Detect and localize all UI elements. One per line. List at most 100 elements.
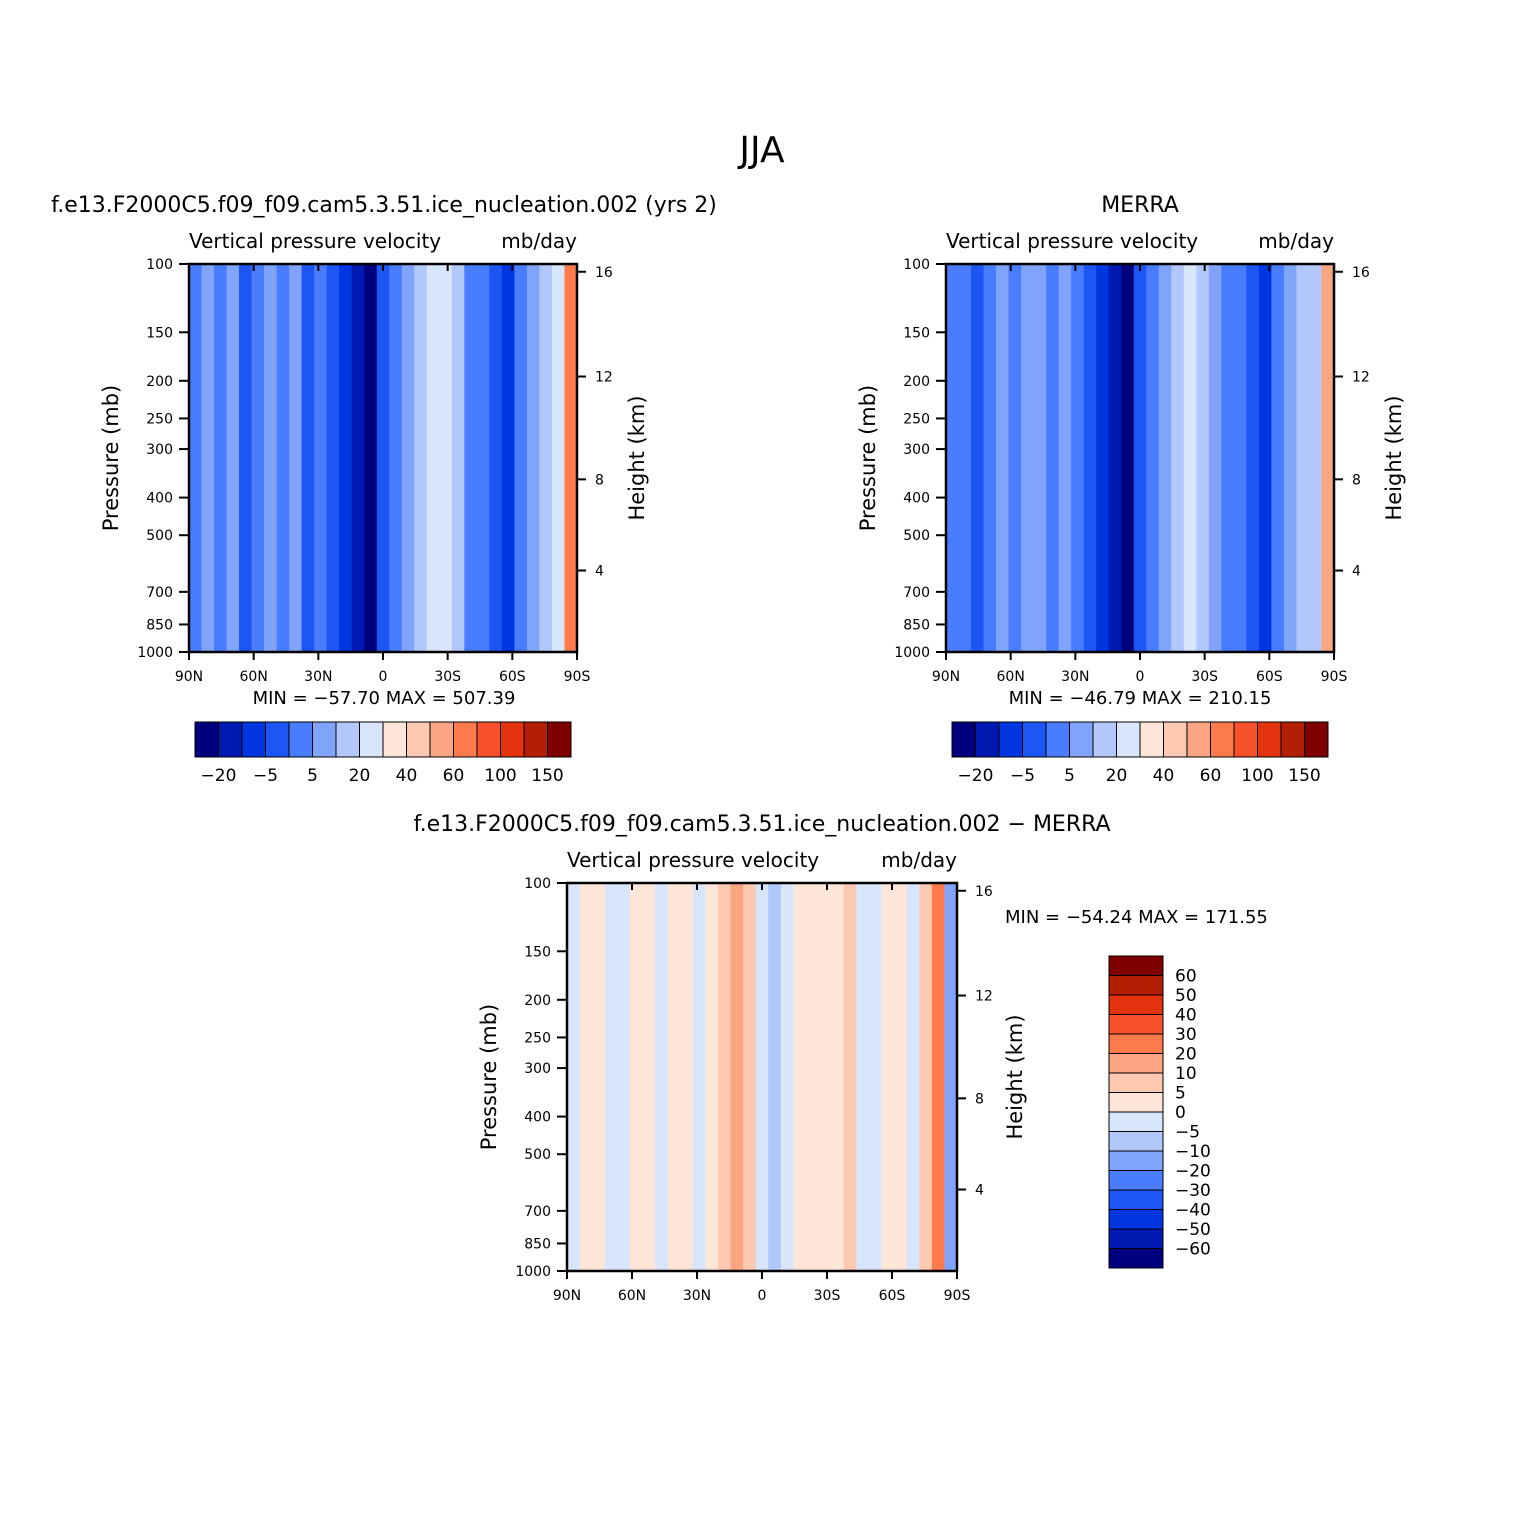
colorbar-box [288, 721, 313, 758]
heatmap-column [856, 883, 870, 1271]
panel-model: f.e13.F2000C5.f09_f09.cam5.3.51.ice_nucl… [51, 193, 717, 786]
colorbar-box [429, 721, 454, 758]
colorbar-label: 60 [1200, 766, 1222, 786]
colorbar-label: 5 [307, 766, 318, 786]
colorbar-label: −5 [1175, 1123, 1200, 1143]
y-tick-label: 500 [146, 528, 173, 544]
colorbar-label: −5 [253, 766, 278, 786]
colorbar-label: 100 [484, 766, 516, 786]
x-tick-label: 60N [618, 1288, 646, 1304]
y-tick-label: 200 [524, 993, 551, 1009]
heatmap-column [642, 883, 656, 1271]
heatmap-column [439, 264, 453, 652]
colorbar-box [406, 721, 431, 758]
heatmap-column [1246, 264, 1260, 652]
heatmap-column [667, 883, 681, 1271]
heatmap-column [301, 264, 315, 652]
x-ticks: 90N 60N 30N 0 30S 60S 90S [553, 883, 971, 1304]
y-tick-label: 500 [524, 1147, 551, 1163]
colorbar-box [1108, 1072, 1164, 1093]
x-tick-label: 90S [1321, 669, 1348, 685]
colorbar-label: −40 [1175, 1201, 1211, 1221]
heatmap-column [692, 883, 706, 1271]
colorbar-box [265, 721, 290, 758]
y2-tick-label: 12 [975, 989, 993, 1005]
plot-area [187, 262, 579, 654]
heatmap-column [1108, 264, 1122, 652]
colorbar-box [382, 721, 407, 758]
heatmap-column [1158, 264, 1172, 652]
heatmap-column [326, 264, 340, 652]
min-max-stats: MIN = −54.24 MAX = 171.55 [1005, 907, 1268, 928]
heatmap-column [680, 883, 694, 1271]
y-tick-label: 250 [146, 411, 173, 427]
heatmap-column [730, 883, 744, 1271]
heatmap-column [476, 264, 490, 652]
heatmap-column [567, 883, 581, 1271]
heatmap-column [214, 264, 228, 652]
colorbar-box [1108, 1033, 1164, 1054]
heatmap-column [1283, 264, 1298, 652]
y-tick-label: 1000 [894, 645, 930, 661]
x-tick-label: 30N [1061, 669, 1089, 685]
heatmap-column [831, 883, 845, 1271]
colorbar-label: −30 [1175, 1181, 1211, 1201]
colorbar-box [1108, 1248, 1164, 1269]
y-tick-label: 300 [903, 442, 930, 458]
colorbar-box [547, 721, 572, 758]
y-tick-label: 200 [146, 374, 173, 390]
colorbar-label: 5 [1064, 766, 1075, 786]
heatmap-column [1196, 264, 1210, 652]
colorbar-box [194, 721, 219, 758]
heatmap-column [705, 883, 719, 1271]
x-ticks: 90N 60N 30N 0 30S 60S 90S [175, 264, 590, 685]
heatmap-column [793, 883, 807, 1271]
panel-title: f.e13.F2000C5.f09_f09.cam5.3.51.ice_nucl… [413, 812, 1110, 837]
heatmap-column [1183, 264, 1197, 652]
colorbar-label: 60 [1175, 967, 1197, 987]
heatmap-column [464, 264, 478, 652]
x-tick-label: 60S [879, 1288, 906, 1304]
colorbar-box [1108, 1228, 1164, 1249]
colorbar-box [453, 721, 478, 758]
colorbar-box [1108, 994, 1164, 1015]
x-tick-label: 30N [683, 1288, 711, 1304]
colorbar-label: −60 [1175, 1240, 1211, 1260]
colorbar-box [218, 721, 243, 758]
colorbar-box [1108, 1150, 1164, 1171]
heatmap-column [364, 264, 378, 652]
y2-tick-label: 4 [595, 564, 604, 580]
x-tick-label: 90S [944, 1288, 971, 1304]
panel-units: mb/day [881, 848, 957, 872]
heatmap-column [717, 883, 732, 1271]
colorbar: −20 −5 5 20 40 60 100 150 [951, 721, 1329, 786]
heatmap-column [314, 264, 328, 652]
heatmap-column [629, 883, 644, 1271]
heatmap-column [339, 264, 353, 652]
colorbar-label: 100 [1241, 766, 1273, 786]
heatmap-column [1096, 264, 1110, 652]
y-tick-label: 150 [146, 325, 173, 341]
colorbar-box [1108, 955, 1164, 976]
y-ticks: 100 150 200 250 300 400 500 700 850 1000 [515, 876, 567, 1280]
heatmap-column [1171, 264, 1185, 652]
x-tick-label: 90N [175, 669, 203, 685]
y-tick-label: 100 [903, 257, 930, 273]
y-axis-label: Pressure (mb) [477, 1004, 501, 1151]
y-ticks: 100 150 200 250 300 400 500 700 850 1000 [894, 257, 946, 661]
heatmap-column [1033, 264, 1047, 652]
y-axis-label: Pressure (mb) [99, 385, 123, 532]
heatmap-column [944, 883, 958, 1271]
colorbar-box [1186, 721, 1211, 758]
colorbar-label: 40 [1175, 1006, 1197, 1026]
colorbar-box [1233, 721, 1258, 758]
colorbar-label: 40 [396, 766, 418, 786]
colorbar-box [1163, 721, 1188, 758]
colorbar: −20 −5 5 20 40 60 100 150 [194, 721, 572, 786]
colorbar-box [1045, 721, 1070, 758]
colorbar-box [1069, 721, 1094, 758]
heatmap-column [264, 264, 278, 652]
y2-ticks: 16 12 8 4 [1334, 265, 1370, 580]
y-tick-label: 250 [903, 411, 930, 427]
